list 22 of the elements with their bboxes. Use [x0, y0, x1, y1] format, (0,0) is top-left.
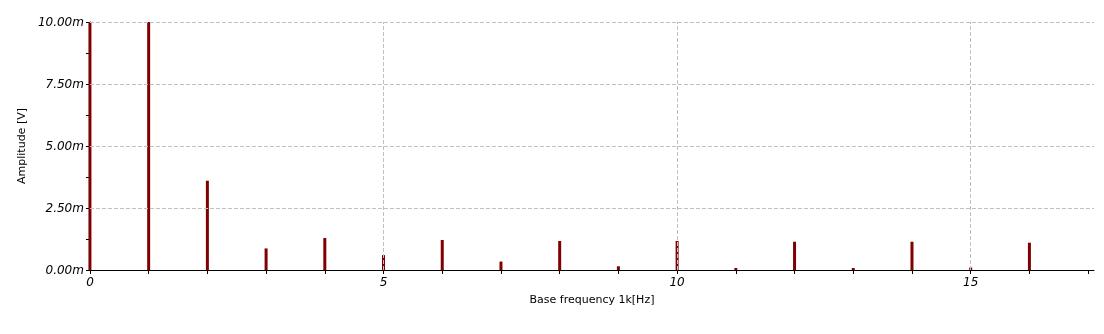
x-tick-label: 10	[669, 275, 686, 289]
y-tick-label: 10.00m	[37, 15, 84, 29]
x-tick-label: 0	[86, 275, 95, 289]
bar	[264, 248, 268, 270]
bar	[1027, 242, 1031, 270]
bar	[499, 261, 503, 270]
bar	[793, 241, 797, 270]
x-tick-label: 15	[963, 275, 979, 289]
bar	[323, 238, 327, 270]
bar	[205, 180, 209, 270]
bar	[616, 266, 620, 270]
x-axis-title: Base frequency 1k[Hz]	[529, 293, 655, 306]
bar	[910, 241, 914, 270]
y-tick-label: 0.00m	[45, 263, 84, 277]
bar	[440, 239, 444, 270]
y-tick-label: 2.50m	[45, 201, 84, 215]
bar	[147, 22, 151, 270]
y-tick-label: 7.50m	[45, 77, 84, 91]
y-axis-title: Amplitude [V]	[15, 108, 28, 184]
x-tick-label: 5	[379, 275, 388, 289]
y-tick-label: 5.00m	[45, 139, 84, 153]
bar	[558, 240, 562, 270]
